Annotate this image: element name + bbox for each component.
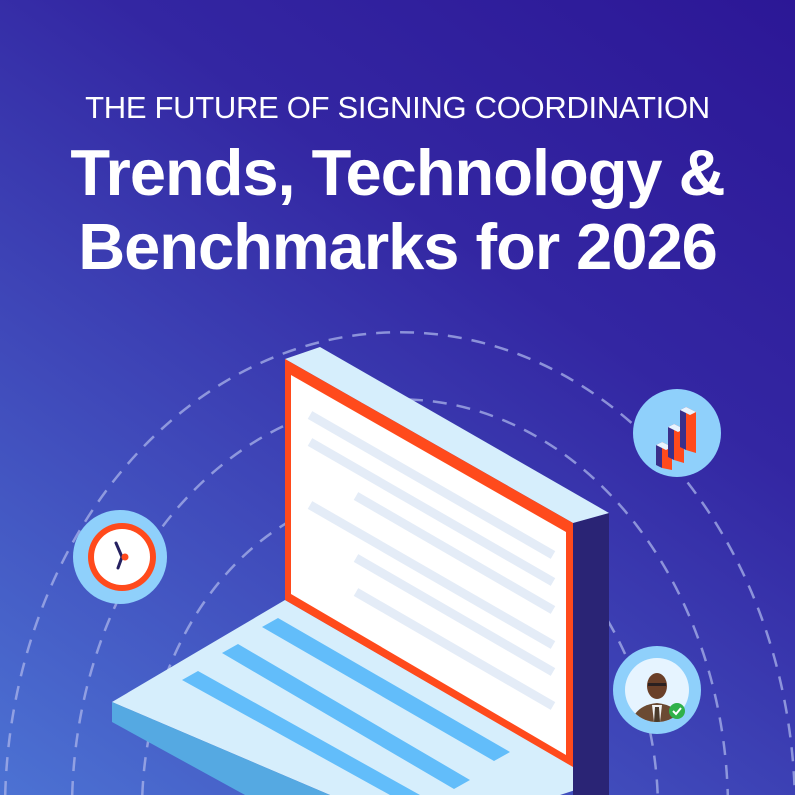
text-line: [307, 411, 556, 559]
text-line: [353, 554, 556, 676]
orbit-middle: [70, 398, 730, 795]
document-lines: [307, 411, 556, 710]
laptop-lid-side: [573, 513, 609, 795]
text-line: [307, 501, 556, 649]
eyebrow-text: THE FUTURE OF SIGNING COORDINATION: [85, 90, 710, 125]
clock-icon: [73, 510, 167, 604]
text-line: [353, 588, 556, 710]
laptop-lid-top: [285, 347, 609, 523]
key-row: [222, 644, 470, 789]
orbit-outer: [3, 331, 795, 795]
page-title-line-2: Benchmarks for 2026: [78, 210, 718, 283]
keyboard-keys: [182, 618, 510, 795]
laptop-icon: [112, 347, 609, 795]
text-line: [307, 438, 556, 586]
key-row: [262, 618, 510, 761]
avatar-verified-icon: [613, 646, 701, 734]
page-title-line-1: Trends, Technology &: [70, 136, 725, 209]
bar-chart-icon: [633, 389, 721, 477]
key-row: [182, 671, 420, 795]
laptop-base-edge: [112, 702, 330, 795]
text-line: [353, 492, 556, 614]
check-badge: [669, 703, 685, 719]
headline: THE FUTURE OF SIGNING COORDINATION Trend…: [0, 88, 795, 284]
